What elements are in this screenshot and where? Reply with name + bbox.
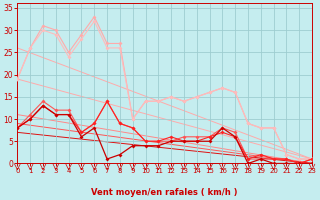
- X-axis label: Vent moyen/en rafales ( km/h ): Vent moyen/en rafales ( km/h ): [92, 188, 238, 197]
